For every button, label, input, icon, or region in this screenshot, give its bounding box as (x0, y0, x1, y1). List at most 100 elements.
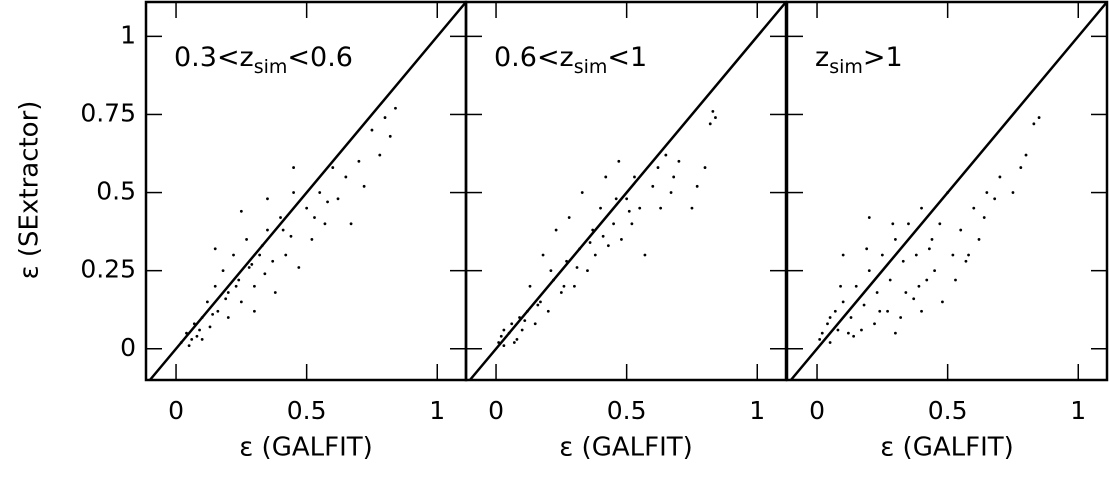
y-tick-label: 0 (120, 333, 136, 362)
point (211, 312, 215, 316)
point (331, 166, 335, 169)
point (195, 334, 199, 338)
x-axis-label: ε (GALFIT) (880, 433, 1014, 463)
point (523, 319, 527, 323)
point (289, 234, 293, 238)
point (520, 328, 524, 332)
point (891, 222, 895, 226)
point (839, 284, 842, 288)
point (216, 309, 220, 313)
point (213, 284, 217, 288)
point (977, 238, 981, 241)
point (612, 222, 615, 226)
point (1024, 153, 1028, 157)
point (237, 278, 241, 282)
x-tick-label: 1 (429, 396, 445, 425)
point (880, 253, 884, 257)
point (873, 322, 876, 326)
point (344, 175, 348, 179)
point (1019, 166, 1023, 169)
point (917, 284, 921, 288)
point (383, 116, 387, 119)
point (580, 191, 584, 194)
point (224, 297, 228, 301)
point (221, 269, 225, 273)
point (213, 247, 217, 251)
point (920, 309, 923, 313)
point (1011, 191, 1015, 194)
point (886, 309, 889, 313)
point (964, 259, 968, 263)
point (901, 259, 905, 263)
point (711, 109, 715, 113)
point (232, 253, 235, 257)
point (899, 316, 903, 319)
point (852, 334, 856, 338)
point (849, 316, 853, 319)
panel-title: 0.3<zsim<0.6 (174, 42, 353, 78)
point (226, 316, 230, 319)
point (292, 166, 295, 169)
point (599, 206, 602, 210)
point (841, 253, 845, 257)
point (651, 184, 655, 188)
point (627, 209, 631, 213)
point (297, 266, 301, 269)
point (562, 284, 566, 288)
point (528, 284, 532, 288)
point (567, 216, 571, 219)
point (659, 206, 663, 210)
point (326, 200, 329, 204)
title-part: <1 (607, 42, 647, 73)
point (378, 153, 382, 157)
point (601, 234, 605, 238)
point (606, 244, 610, 248)
point (818, 337, 822, 341)
title-part: sim (254, 56, 288, 78)
point (313, 216, 316, 219)
point (867, 216, 871, 219)
point (656, 166, 660, 169)
point (549, 269, 553, 273)
x-tick-label: 0.5 (607, 396, 647, 425)
point (985, 191, 989, 194)
point (515, 337, 519, 341)
point (820, 331, 824, 335)
point (536, 303, 540, 307)
point (234, 284, 238, 288)
point (258, 253, 262, 257)
title-part: 0.6<z (494, 42, 574, 73)
point (357, 159, 361, 163)
point (284, 253, 288, 257)
point (273, 291, 277, 294)
y-tick-label: 1 (120, 20, 136, 49)
point (904, 291, 908, 294)
point (190, 337, 194, 341)
point (846, 331, 850, 335)
point (669, 191, 673, 194)
point (394, 106, 397, 110)
point (998, 175, 1002, 179)
point (541, 253, 545, 257)
point (1032, 122, 1036, 126)
x-tick-label: 1 (1070, 396, 1086, 425)
point (951, 253, 955, 257)
point (279, 216, 282, 219)
point (559, 291, 563, 294)
point (239, 209, 243, 213)
point (263, 272, 267, 276)
point (323, 222, 327, 226)
point (878, 309, 882, 313)
point (925, 278, 929, 282)
point (672, 175, 676, 179)
x-tick-label: 1 (749, 396, 765, 425)
x-tick-label: 0 (809, 396, 825, 425)
point (292, 191, 295, 194)
point (310, 238, 314, 241)
point (941, 300, 944, 304)
point (502, 328, 506, 332)
point (836, 328, 840, 332)
point (208, 325, 212, 329)
point (677, 159, 681, 163)
x-tick-label: 0 (168, 396, 184, 425)
